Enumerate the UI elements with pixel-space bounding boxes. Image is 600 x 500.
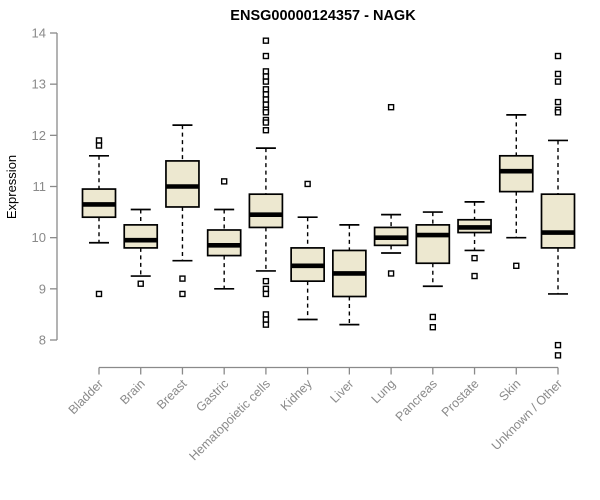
outlier-point — [513, 262, 520, 270]
box-rect — [206, 229, 242, 257]
y-tick-label: 14 — [32, 26, 46, 41]
outlier-point — [554, 52, 562, 60]
chart-title: ENSG00000124357 - NAGK — [230, 8, 416, 24]
outlier-point — [554, 98, 562, 106]
outlier-point — [262, 127, 270, 134]
y-tick-label: 10 — [32, 230, 46, 245]
y-axis-label: Expression — [4, 155, 19, 219]
outlier-point — [262, 86, 270, 93]
y-tick-label: 9 — [39, 281, 46, 296]
outlier-point — [262, 101, 270, 108]
box-rect — [123, 224, 159, 249]
y-tick-label: 13 — [32, 77, 46, 92]
outlier-point — [95, 290, 103, 298]
outlier-point — [554, 352, 562, 359]
outlier-point — [387, 103, 395, 111]
outlier-point — [262, 68, 270, 75]
outlier-point — [262, 73, 270, 80]
outlier-point — [262, 285, 270, 293]
x-category-label: Breast — [154, 376, 190, 412]
boxplot-group — [540, 52, 576, 359]
box-rect — [540, 193, 576, 249]
boxplot-group — [332, 224, 367, 326]
outlier-point — [262, 311, 270, 318]
boxplot-group — [81, 137, 117, 298]
outlier-point — [554, 109, 562, 116]
outlier-point — [471, 254, 478, 262]
x-category-label: Lung — [369, 377, 399, 407]
x-category-label: Unknown / Other — [489, 377, 565, 453]
outlier-point — [95, 137, 103, 144]
outlier-point — [554, 341, 562, 349]
y-tick-label: 12 — [32, 128, 46, 143]
outlier-point — [262, 91, 270, 98]
x-category-label: Liver — [327, 377, 356, 406]
outlier-point — [262, 52, 270, 60]
x-category-label: Prostate — [439, 377, 482, 420]
boxplot-group — [457, 201, 492, 280]
x-category-label: Gastric — [193, 377, 231, 415]
y-tick-label: 8 — [39, 333, 46, 348]
outlier-point — [471, 272, 478, 280]
outlier-point — [262, 277, 270, 285]
y-tick-label: 11 — [33, 179, 47, 194]
box-rect — [415, 224, 451, 265]
x-category-label: Skin — [496, 377, 523, 404]
outlier-point — [554, 78, 562, 85]
outlier-point — [179, 290, 186, 298]
x-category-label: Pancreas — [393, 377, 440, 424]
outlier-point — [429, 324, 437, 331]
outlier-point — [95, 142, 103, 149]
outlier-point — [262, 290, 270, 298]
outlier-point — [220, 178, 228, 185]
outlier-point — [429, 313, 437, 321]
boxplot-group — [206, 178, 242, 290]
outlier-point — [262, 316, 270, 323]
boxplot-group — [373, 103, 409, 277]
x-category-label: Bladder — [66, 377, 106, 417]
outlier-point — [304, 180, 311, 188]
boxplot-group — [498, 114, 534, 270]
x-category-label: Kidney — [278, 376, 315, 413]
outlier-point — [262, 96, 270, 103]
boxplot-group — [248, 37, 284, 328]
outlier-point — [262, 321, 270, 328]
box-rect — [165, 160, 200, 208]
box-rect — [248, 193, 284, 229]
box-rect — [498, 154, 534, 193]
boxplot-group — [415, 211, 451, 331]
boxplot-layer — [81, 37, 576, 359]
x-category-label: Brain — [117, 377, 148, 408]
outlier-point — [262, 119, 270, 126]
axes-layer: 8 9 10 11 12 13 14 Bladder Brain Breast GastricHem… — [32, 26, 566, 464]
outlier-point — [554, 70, 562, 78]
x-category-label: Hematopoietic cells — [186, 377, 273, 464]
outlier-point — [262, 78, 270, 85]
outlier-point — [262, 37, 270, 44]
boxplot-group — [290, 180, 325, 321]
boxplot-group — [165, 124, 200, 298]
outlier-point — [387, 270, 395, 277]
outlier-point — [179, 275, 186, 282]
boxplot-group — [123, 208, 159, 287]
outlier-point — [137, 280, 144, 287]
outlier-point — [262, 109, 270, 116]
